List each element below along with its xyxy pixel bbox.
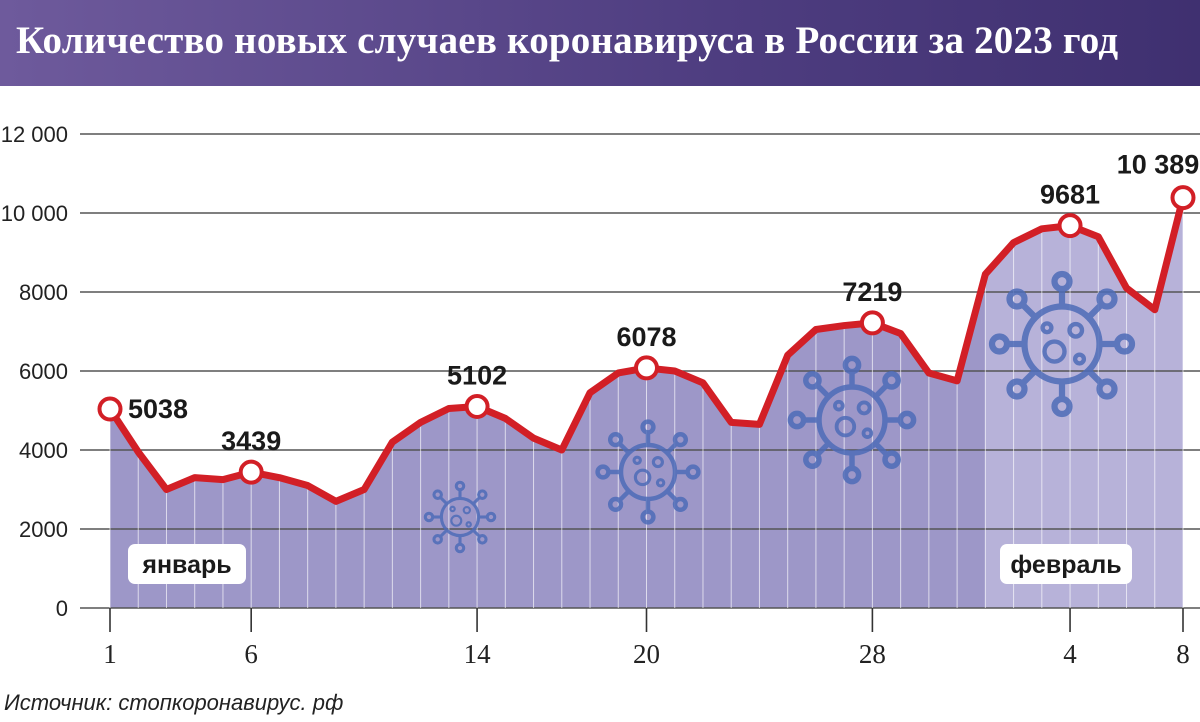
data-label: 3439 bbox=[221, 426, 281, 456]
area-january bbox=[110, 274, 986, 608]
month-text: февраль bbox=[1010, 551, 1121, 579]
x-tick-label: 8 bbox=[1176, 639, 1190, 669]
source-note: Источник: стопкоронавирус. рф bbox=[4, 690, 344, 715]
data-point bbox=[1170, 185, 1196, 211]
y-tick-label: 8000 bbox=[19, 280, 68, 305]
virus-icon bbox=[423, 480, 497, 554]
virus-shape bbox=[790, 358, 913, 481]
y-tick-label: 10 000 bbox=[1, 201, 68, 226]
virus-shape bbox=[598, 422, 699, 523]
x-tick-label: 14 bbox=[464, 639, 492, 669]
data-label: 5038 bbox=[128, 394, 188, 424]
month-label: январь bbox=[128, 544, 246, 584]
month-badge bbox=[1000, 544, 1132, 584]
data-point bbox=[464, 393, 490, 419]
virus-shape bbox=[992, 274, 1132, 414]
x-tick-label: 4 bbox=[1063, 639, 1077, 669]
virus-icon bbox=[992, 274, 1132, 414]
virus-shape bbox=[423, 480, 497, 554]
y-tick-label: 4000 bbox=[19, 438, 68, 463]
data-label: 9681 bbox=[1040, 180, 1100, 210]
x-tick-label: 20 bbox=[633, 639, 660, 669]
data-point bbox=[634, 355, 659, 381]
month-badge bbox=[128, 544, 246, 584]
month-label: февраль bbox=[1000, 544, 1132, 584]
area-february bbox=[985, 197, 1183, 608]
chart: 0 2000 4000 6000 8000 10 000 12 000 январь февр… bbox=[1, 122, 1200, 669]
x-tick-label: 6 bbox=[244, 639, 258, 669]
x-tick-label: 1 bbox=[103, 639, 117, 669]
y-tick-label: 2000 bbox=[19, 517, 68, 542]
y-tick-label: 0 bbox=[56, 596, 68, 621]
data-point bbox=[97, 396, 123, 422]
data-point bbox=[1057, 213, 1083, 239]
data-label: 10 389 bbox=[1117, 150, 1200, 180]
title-banner: Количество новых случаев коронавируса в … bbox=[0, 0, 1200, 86]
y-tick-label: 12 000 bbox=[1, 122, 68, 147]
chart-title: Количество новых случаев коронавируса в … bbox=[16, 19, 1119, 62]
data-label: 7219 bbox=[842, 277, 902, 307]
data-point bbox=[238, 459, 264, 485]
x-tick-label: 28 bbox=[859, 639, 886, 669]
virus-icon bbox=[598, 422, 699, 523]
y-tick-label: 6000 bbox=[19, 359, 68, 384]
data-label: 6078 bbox=[616, 322, 676, 352]
data-label: 5102 bbox=[447, 360, 507, 390]
virus-icon bbox=[790, 358, 913, 481]
month-text: январь bbox=[141, 551, 231, 579]
data-point bbox=[859, 310, 885, 336]
